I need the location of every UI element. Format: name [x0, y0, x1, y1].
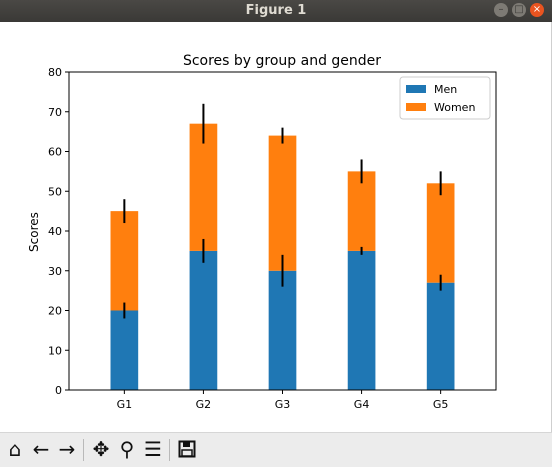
window-titlebar: Figure 1 – □ × [0, 0, 552, 22]
y-tick-label: 10 [48, 344, 62, 357]
stacked-bar-chart: Scores by group and gender Scores 0 10 20 3… [27, 53, 497, 411]
y-tick-label: 20 [48, 305, 62, 318]
legend-swatch-men [406, 85, 426, 93]
toolbar-separator [83, 439, 84, 461]
x-tick-label: G3 [275, 398, 291, 411]
close-icon[interactable]: × [530, 3, 544, 17]
legend-swatch-women [406, 103, 426, 111]
bar-men-g4 [347, 250, 376, 390]
bar-women-g4 [347, 171, 376, 251]
x-tick-label: G4 [354, 398, 370, 411]
window-controls: – □ × [494, 3, 544, 17]
y-tick-label: 70 [48, 106, 62, 119]
home-icon[interactable]: ⌂ [8, 437, 22, 461]
bar-men-g2 [189, 250, 218, 390]
bar-men-g5 [426, 282, 455, 390]
figure-canvas: Scores by group and gender Scores 0 10 20 3… [0, 22, 552, 432]
y-tick-label: 80 [48, 66, 62, 79]
subplots-config-icon[interactable]: ☰ [144, 437, 162, 461]
bar-women-g1 [110, 211, 139, 311]
save-icon[interactable] [175, 435, 199, 463]
x-tick-label: G5 [433, 398, 449, 411]
bar-men-g1 [110, 310, 139, 390]
minimize-icon[interactable]: – [494, 3, 508, 17]
x-tick-label: G1 [117, 398, 133, 411]
chart-title: Scores by group and gender [183, 53, 381, 69]
y-tick-label: 0 [55, 384, 62, 397]
y-tick-label: 60 [48, 146, 62, 159]
bar-women-g3 [268, 135, 297, 271]
zoom-icon[interactable]: ⚲ [119, 437, 135, 461]
y-tick-label: 50 [48, 185, 62, 198]
navigation-toolbar: ⌂ ← → ✥ ⚲ ☰ [0, 432, 552, 467]
maximize-icon[interactable]: □ [512, 3, 526, 17]
chart-legend: Men Women [399, 76, 491, 120]
save-icon-glyph [178, 440, 196, 458]
pan-icon[interactable]: ✥ [92, 437, 110, 461]
back-arrow-icon[interactable]: ← [32, 437, 50, 461]
y-tick-label: 40 [48, 225, 62, 238]
toolbar-separator [169, 439, 170, 461]
y-tick-label: 30 [48, 265, 62, 278]
legend-label-men: Men [434, 83, 457, 96]
legend-label-women: Women [434, 101, 475, 114]
bar-women-g5 [426, 183, 455, 283]
window-title: Figure 1 [245, 3, 307, 18]
x-tick-label: G2 [196, 398, 212, 411]
bar-women-g2 [189, 123, 218, 251]
bar-men-g3 [268, 270, 297, 390]
y-axis-label: Scores [27, 212, 41, 252]
forward-arrow-icon[interactable]: → [58, 437, 76, 461]
plot-area: 0 10 20 30 40 50 60 70 80 G1 G2 G3 G4 G5 [48, 66, 497, 411]
